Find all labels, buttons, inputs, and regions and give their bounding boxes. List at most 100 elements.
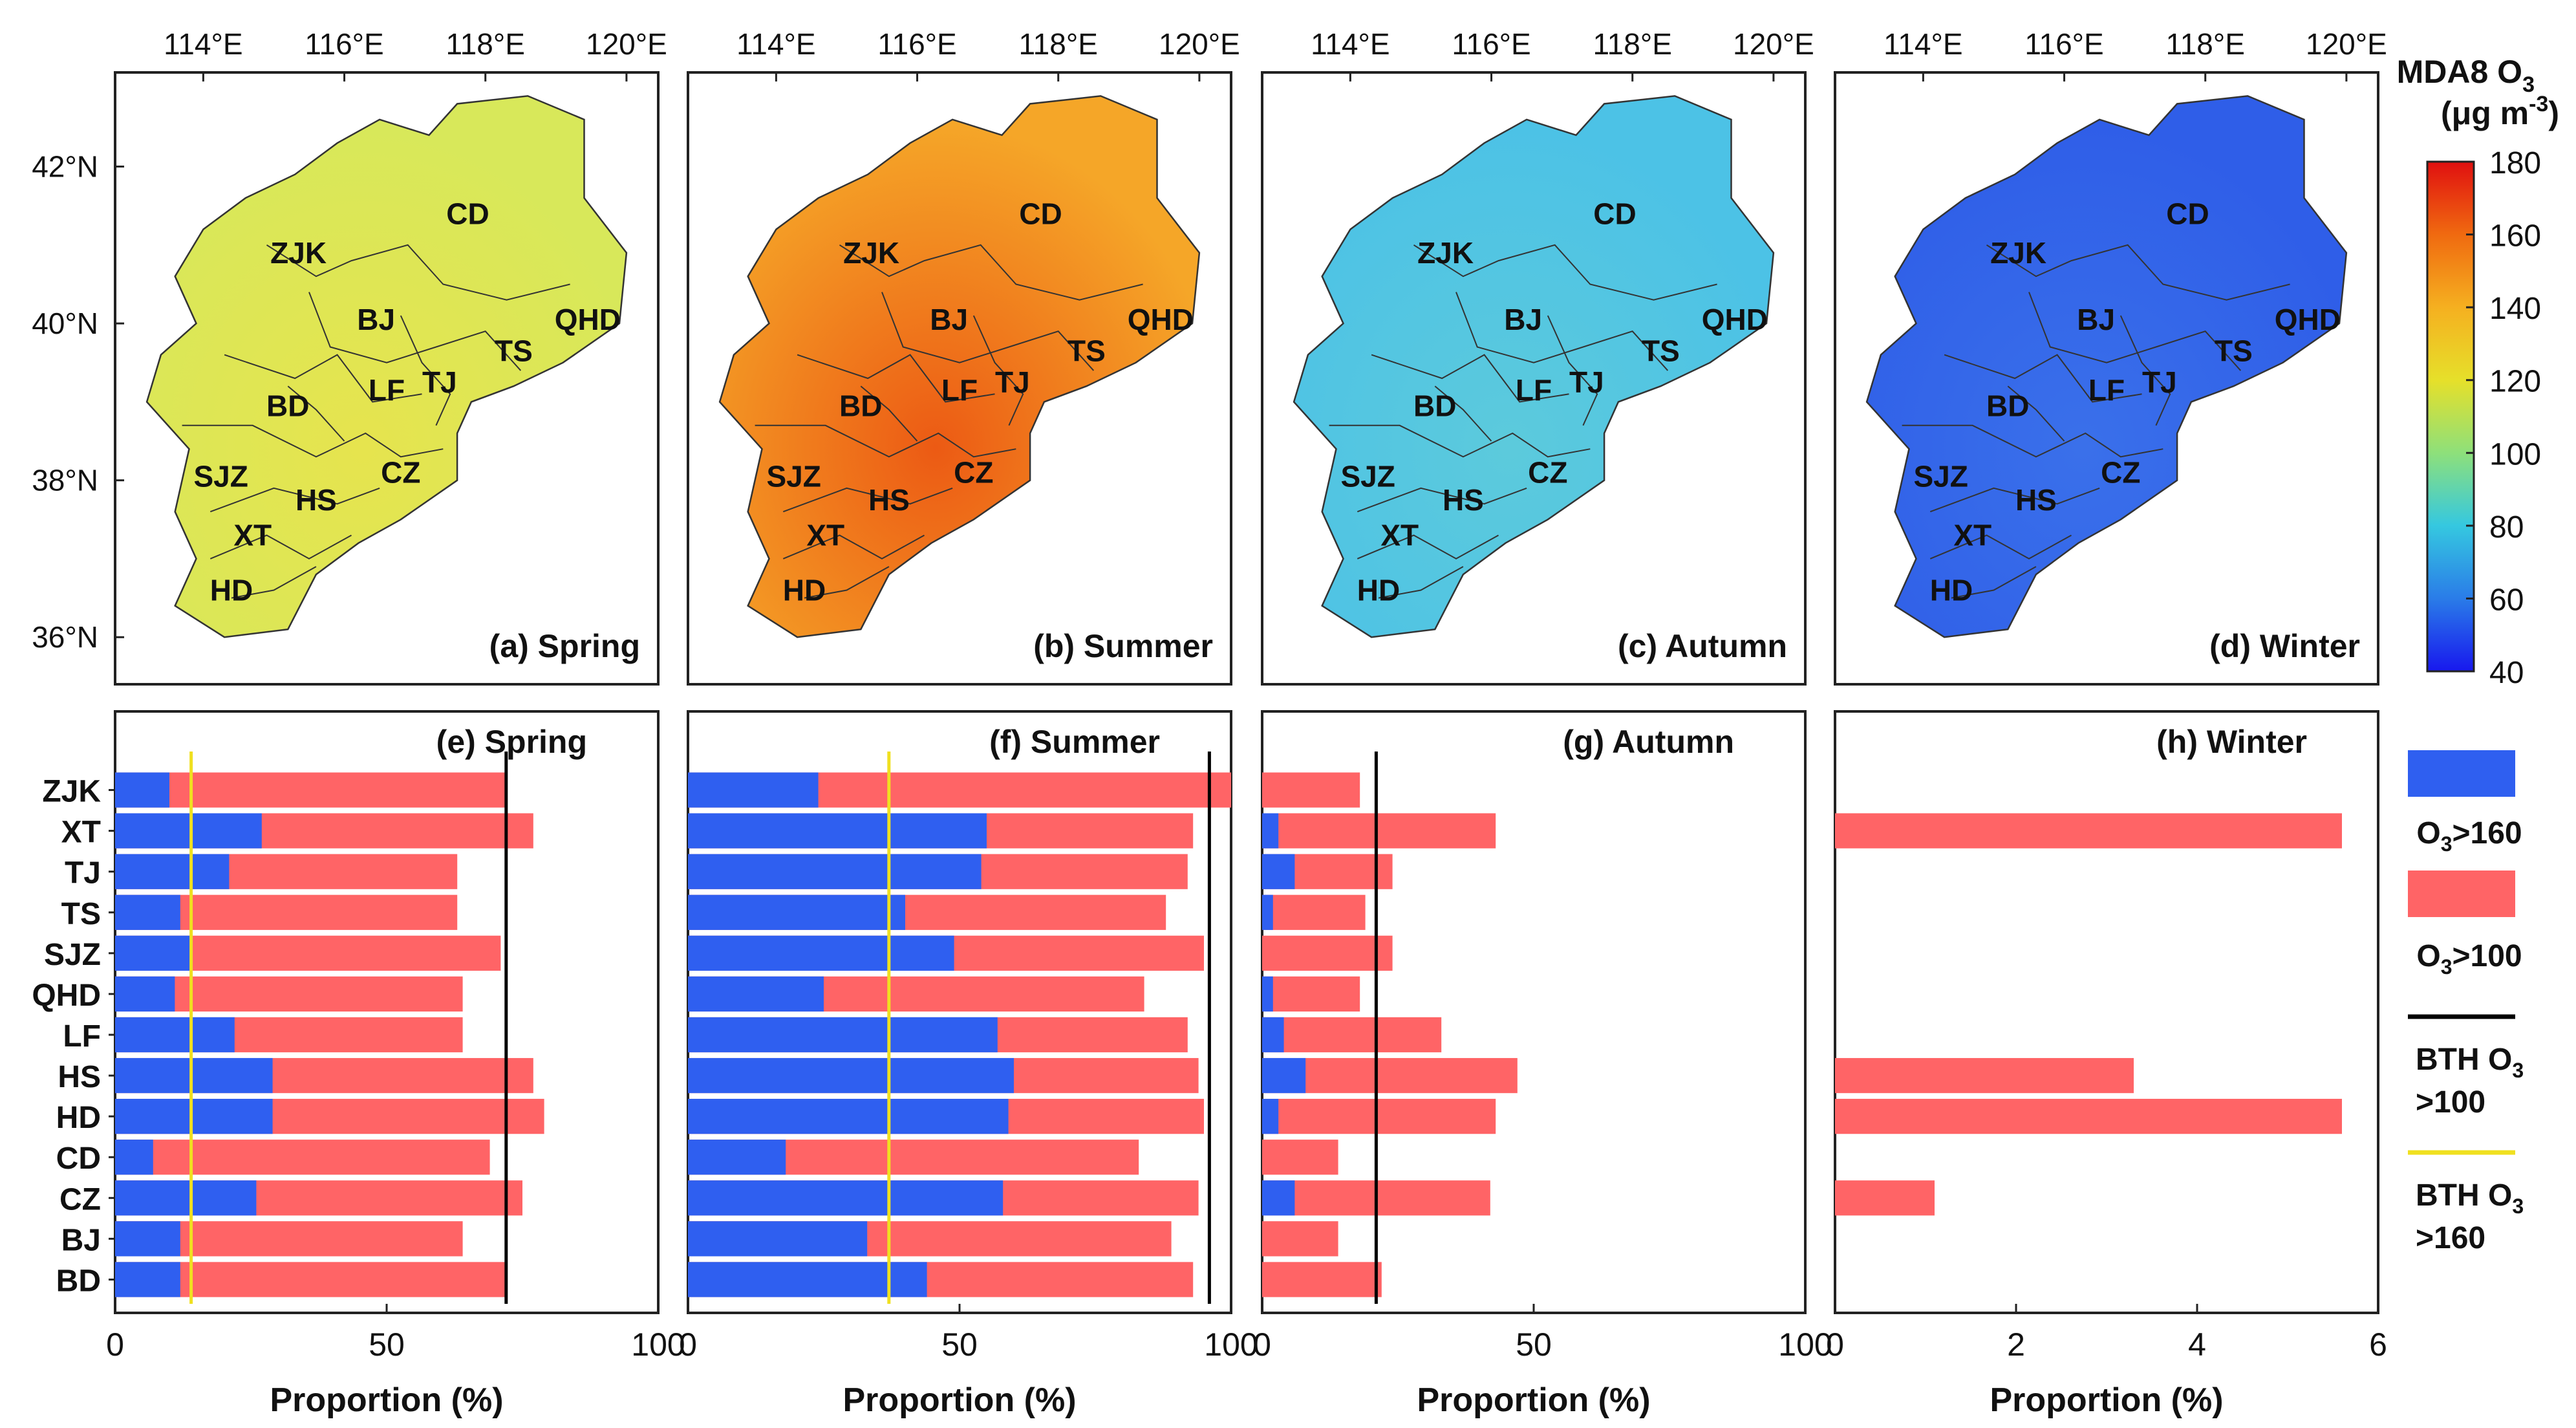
city-label-hd: HD (1357, 573, 1400, 607)
bar-xtick-label: 0 (106, 1326, 124, 1363)
bar-gt160-hd (688, 1099, 1009, 1134)
legend-label: O3>160 (2416, 816, 2522, 856)
city-border (308, 292, 522, 371)
city-label-qhd: QHD (1128, 303, 1194, 336)
bar-gt100-cz (1835, 1180, 1935, 1216)
city-label-cd: CD (1593, 197, 1636, 230)
city-label-cd: CD (446, 197, 489, 230)
city-border (1929, 534, 2072, 560)
map-top-tick-label: 114°E (1311, 27, 1390, 61)
legend-label-tail: >100 (2453, 939, 2522, 973)
bar-gt100-hd (1262, 1099, 1496, 1134)
city-label-xt: XT (1953, 519, 1991, 552)
bar-gt100-cd (1262, 1140, 1338, 1175)
region-label-hd: HD (56, 1101, 101, 1135)
region-label-bd: BD (56, 1264, 101, 1298)
city-border (2120, 315, 2171, 426)
city-label-lf: LF (369, 373, 405, 407)
bar-xlabel: Proportion (%) (270, 1381, 503, 1419)
bar-xtick-label: 50 (1516, 1326, 1552, 1363)
map-top-tick-label: 116°E (877, 27, 956, 61)
city-border (1357, 534, 1499, 560)
bar-xtick-label: 0 (1253, 1326, 1271, 1363)
bar-gt100-cd (115, 1140, 490, 1175)
bar-gt160-qhd (1262, 976, 1273, 1012)
bar-gt160-cd (115, 1140, 153, 1175)
city-label-ts: TS (1068, 334, 1106, 368)
legend-label-line1: BTH O3 (2416, 1178, 2524, 1218)
city-border (1547, 315, 1598, 426)
city-border (209, 487, 380, 513)
colorbar-tick-label: 140 (2489, 292, 2541, 326)
map-panel-summer: ZJK XT TJ TS SJZ QHD LF HS HD CD CZ BJ BD (b) Summer 1… (687, 27, 1240, 686)
map-left-tick-label: 38°N (32, 464, 98, 497)
bar-xtick-label: 4 (2188, 1326, 2206, 1363)
legend-label-line1: BTH O3 (2416, 1043, 2524, 1082)
colorbar-tick-label: 80 (2489, 510, 2524, 545)
map-top-tick-label: 116°E (2024, 27, 2103, 61)
city-label-qhd: QHD (2275, 303, 2341, 336)
map-top-tick-label: 120°E (1733, 27, 1814, 61)
city-border (231, 566, 317, 599)
city-border (972, 315, 1024, 426)
city-label-hs: HS (2015, 483, 2057, 517)
city-label-bd: BD (1986, 389, 2029, 422)
city-label-sjz: SJZ (766, 460, 821, 493)
map-top-tick-label: 114°E (164, 27, 242, 61)
city-label-zjk: ZJK (843, 236, 899, 270)
city-label-cd: CD (1019, 197, 1062, 230)
colorbar-title-line2: (μg m-3) (2441, 92, 2559, 131)
legend-item-gt160: O3>160 (2408, 750, 2522, 856)
city-label-cz: CZ (1528, 456, 1567, 490)
city-label-bd: BD (1413, 389, 1456, 422)
city-label-ts: TS (1642, 334, 1680, 368)
map-top-tick-label: 120°E (586, 27, 667, 61)
city-label-xt: XT (233, 519, 272, 552)
legend-label-line2: >100 (2416, 1085, 2485, 1120)
city-border (797, 354, 995, 403)
city-border (1455, 292, 1669, 371)
bar-gt160-bj (688, 1221, 868, 1257)
map-left-tick-label: 42°N (32, 150, 98, 184)
region-label-sjz: SJZ (44, 938, 101, 972)
colorbar-title-sup: -3 (2529, 92, 2548, 116)
bar-xlabel: Proportion (%) (1417, 1381, 1650, 1419)
map-panel-label: (d) Winter (2209, 628, 2360, 664)
colorbar: MDA8 O3(μg m-3) 180 160 140 120 100 80 60 40 (2397, 54, 2559, 690)
map-top-tick-label: 120°E (2306, 27, 2387, 61)
bar-gt100-hs (1835, 1057, 2134, 1094)
bar-xlabel: Proportion (%) (1990, 1381, 2223, 1419)
city-label-sjz: SJZ (193, 460, 248, 493)
map-top-tick-label: 118°E (2166, 27, 2245, 61)
bar-gt100-lf (1262, 1017, 1442, 1053)
region-label-cd: CD (56, 1141, 101, 1176)
city-border (804, 566, 890, 599)
province-shape (1293, 95, 1775, 638)
bar-gt100-sjz (1262, 935, 1393, 971)
bar-xlabel: Proportion (%) (843, 1381, 1076, 1419)
bar-gt160-cz (115, 1180, 257, 1216)
city-label-sjz: SJZ (1340, 460, 1395, 493)
bar-xtick-label: 50 (369, 1326, 405, 1363)
bar-gt160-xt (688, 813, 987, 849)
bar-gt160-hd (1262, 1099, 1279, 1134)
bar-gt100-xt (1262, 813, 1496, 849)
city-border (2007, 385, 2065, 442)
city-label-hs: HS (295, 483, 337, 517)
city-border (839, 244, 1143, 301)
bar-panel-3: (g) Autumn 0 50 100 Proportion (%) (1253, 710, 1832, 1419)
bar-gt100-ts (1262, 894, 1366, 930)
legend-item-gt100: O3>100 (2408, 871, 2522, 979)
city-label-hs: HS (868, 483, 910, 517)
bar-gt100-qhd (1262, 976, 1360, 1012)
map-panel-label: (c) Autumn (1618, 628, 1787, 664)
bar-panel-2: (f) Summer 0 50 100 Proportion (%) (679, 710, 1258, 1419)
bar-gt160-ts (688, 894, 905, 930)
colorbar-tick-label: 60 (2489, 583, 2524, 617)
city-border (881, 292, 1095, 371)
bar-gt160-bj (115, 1221, 180, 1257)
bar-gt160-cd (688, 1140, 786, 1175)
bar-xtick-label: 2 (2007, 1326, 2025, 1363)
region-label-cz: CZ (59, 1182, 101, 1217)
map-left-tick-label: 40°N (32, 307, 98, 340)
